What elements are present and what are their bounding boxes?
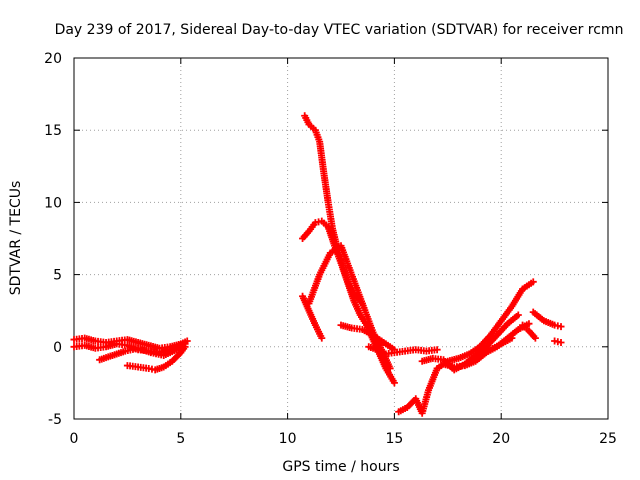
data-point (390, 379, 398, 387)
series-arc-5 (301, 112, 366, 307)
x-tick-label: 25 (599, 431, 617, 447)
y-tick-label: 20 (44, 51, 62, 67)
y-tick-label: 5 (53, 268, 62, 284)
data-point (508, 334, 516, 342)
data-point (181, 343, 189, 351)
x-tick-label: 5 (176, 431, 185, 447)
series-arc-10 (365, 343, 441, 358)
y-tick-label: -5 (48, 412, 62, 428)
series-arc-14 (476, 334, 516, 354)
series-arc-15 (529, 308, 565, 331)
y-axis-label: SDTVAR / TECUs (8, 181, 24, 296)
series-arc-16 (519, 321, 539, 342)
data-point (514, 311, 522, 319)
data-points (70, 112, 565, 417)
data-point (525, 320, 533, 328)
data-point (557, 323, 565, 331)
x-tick-label: 20 (492, 431, 510, 447)
series-arc-17 (551, 337, 565, 346)
data-point (529, 278, 537, 286)
series-arc-6 (299, 217, 398, 387)
data-point (433, 346, 441, 354)
grid-lines (74, 58, 608, 419)
axis-ticks: 0 5 10 15 20 25 -5 0 5 10 15 20 (44, 51, 617, 447)
y-tick-label: 15 (44, 123, 62, 139)
y-tick-label: 0 (53, 340, 62, 356)
x-tick-label: 0 (70, 431, 79, 447)
series-arc-4 (123, 343, 189, 374)
data-point (318, 334, 326, 342)
chart-title: Day 239 of 2017, Sidereal Day-to-day VTE… (55, 22, 624, 38)
plot-frame (73, 57, 609, 420)
series-arc-8 (299, 292, 326, 342)
x-axis-label: GPS time / hours (282, 459, 399, 475)
x-tick-label: 15 (385, 431, 403, 447)
x-tick-label: 10 (279, 431, 297, 447)
data-point (557, 338, 565, 346)
data-point (531, 334, 539, 342)
data-point (386, 364, 394, 372)
series-arc-7 (305, 242, 394, 372)
y-tick-label: 10 (44, 195, 62, 211)
